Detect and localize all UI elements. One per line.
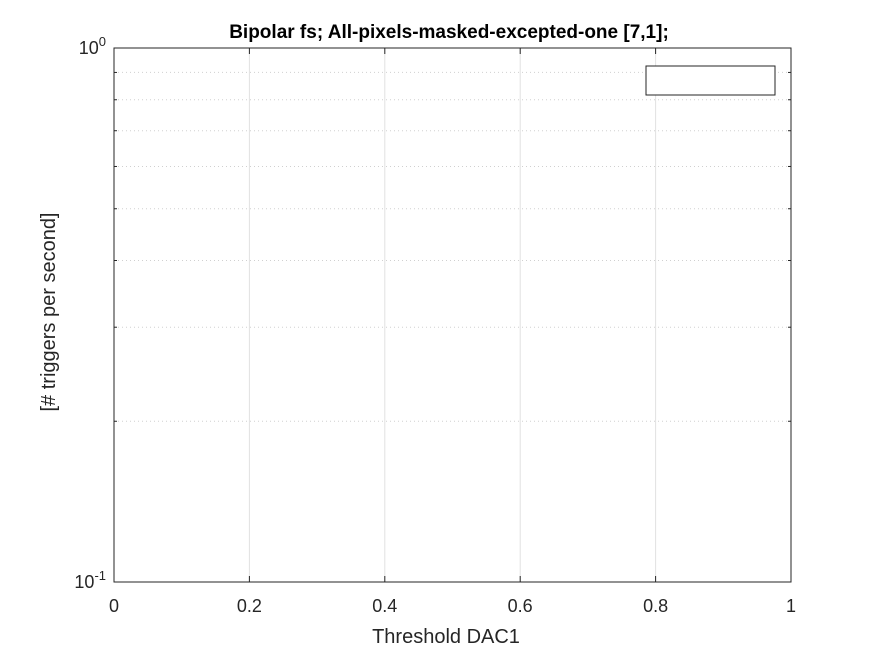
x-tick-label: 0.4 xyxy=(372,596,397,616)
y-tick-label-exponent: -1 xyxy=(94,568,106,583)
x-tick-label: 0 xyxy=(109,596,119,616)
x-tick-label: 0.8 xyxy=(643,596,668,616)
x-tick-label: 0.2 xyxy=(237,596,262,616)
y-tick-label-base: 10 xyxy=(74,572,94,592)
y-tick-label-base: 10 xyxy=(79,38,99,58)
y-tick-label: 100 xyxy=(79,34,106,58)
chart-title: Bipolar fs; All-pixels-masked-excepted-o… xyxy=(229,22,669,43)
minor-grid xyxy=(114,71,791,422)
x-tick-label: 0.6 xyxy=(508,596,533,616)
plot-frame xyxy=(113,47,792,583)
y-axis-label: [# triggers per second] xyxy=(38,213,60,412)
x-axis-ticks: 0 0.2 0.4 0.6 0.8 1 xyxy=(109,48,796,616)
x-tick-label: 1 xyxy=(786,596,796,616)
y-tick-label-exponent: 0 xyxy=(99,34,106,49)
major-grid xyxy=(248,48,657,582)
plot-area xyxy=(114,48,791,582)
legend-box[interactable] xyxy=(645,65,776,96)
x-axis-label: Threshold DAC1 xyxy=(372,626,520,648)
y-tick-label: 10-1 xyxy=(74,568,106,592)
